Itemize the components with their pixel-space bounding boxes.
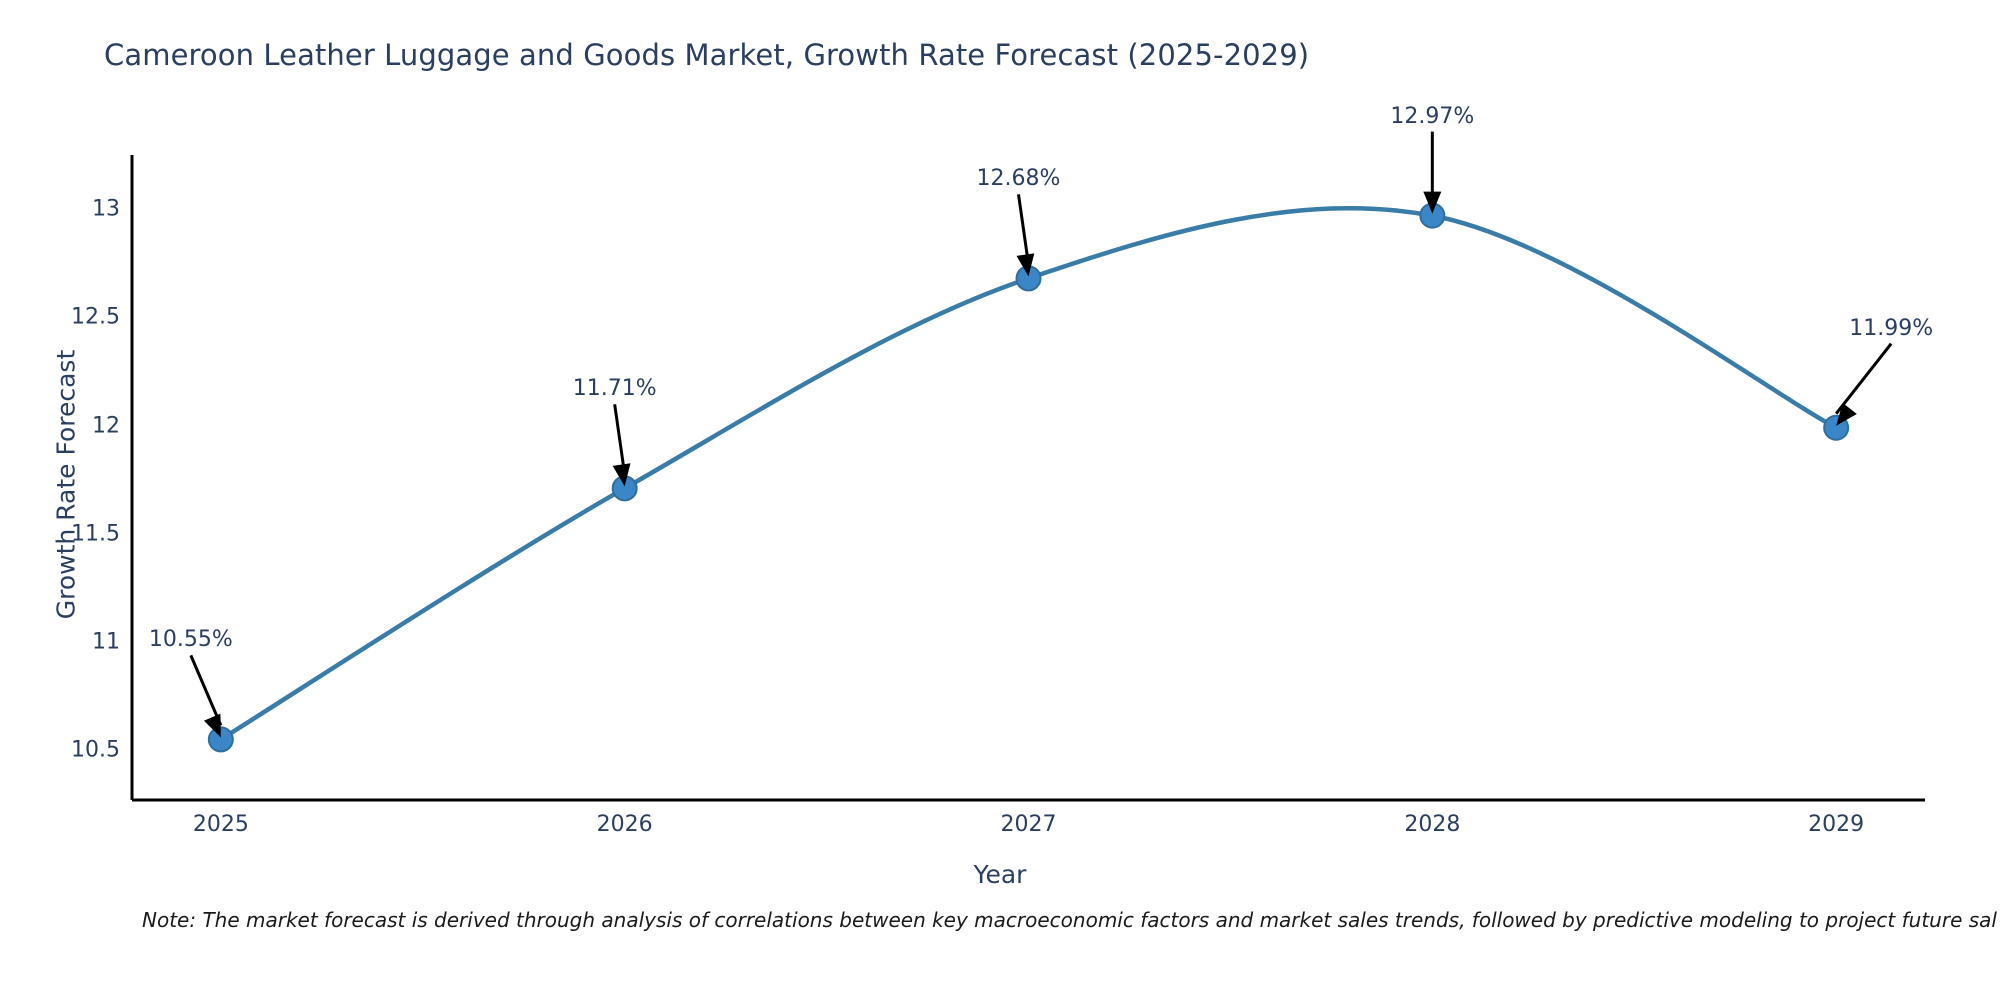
annotation-arrow-shaft (189, 654, 223, 726)
y-tick-label: 12.5 (71, 304, 120, 330)
data-point-label: 12.68% (976, 166, 1061, 192)
y-tick-label: 10.5 (71, 737, 120, 763)
data-point-marker (207, 726, 234, 753)
x-tick-label: 2027 (1000, 812, 1057, 837)
y-tick-label: 11.5 (71, 521, 120, 547)
annotation-arrow-head (1836, 402, 1857, 426)
y-tick-label: 12 (92, 413, 120, 439)
annotation-arrow-head (1423, 191, 1442, 214)
annotation-arrow-shaft (613, 404, 627, 475)
annotation-arrow-shaft (1017, 194, 1030, 265)
page-title: Cameroon Leather Luggage and Goods Marke… (104, 38, 1310, 72)
data-point-label: 11.99% (1849, 315, 1934, 341)
x-axis-title: Year (973, 860, 1027, 889)
annotation-arrows (189, 131, 1893, 738)
y-tick-label: 11 (92, 629, 120, 655)
x-tick-label: 2025 (192, 812, 249, 837)
annotation-arrow-head (612, 463, 631, 487)
x-tick-label: 2026 (596, 812, 653, 837)
annotation-arrow-head (203, 713, 221, 738)
annotation-arrow-head (1016, 253, 1035, 277)
footnote: Note: The market forecast is derived thr… (142, 908, 1997, 932)
annotation-arrow-shaft (1834, 342, 1893, 415)
x-tick-label: 2028 (1404, 812, 1461, 837)
x-tick-label: 2029 (1808, 812, 1865, 837)
data-point-label: 11.71% (572, 376, 657, 402)
data-point-label: 10.55% (148, 627, 233, 653)
y-tick-label: 13 (92, 196, 120, 222)
y-axis-tick-labels: 13 12.5 12 11.5 11 10.5 (0, 0, 120, 1000)
data-point-label: 12.97% (1390, 103, 1475, 129)
